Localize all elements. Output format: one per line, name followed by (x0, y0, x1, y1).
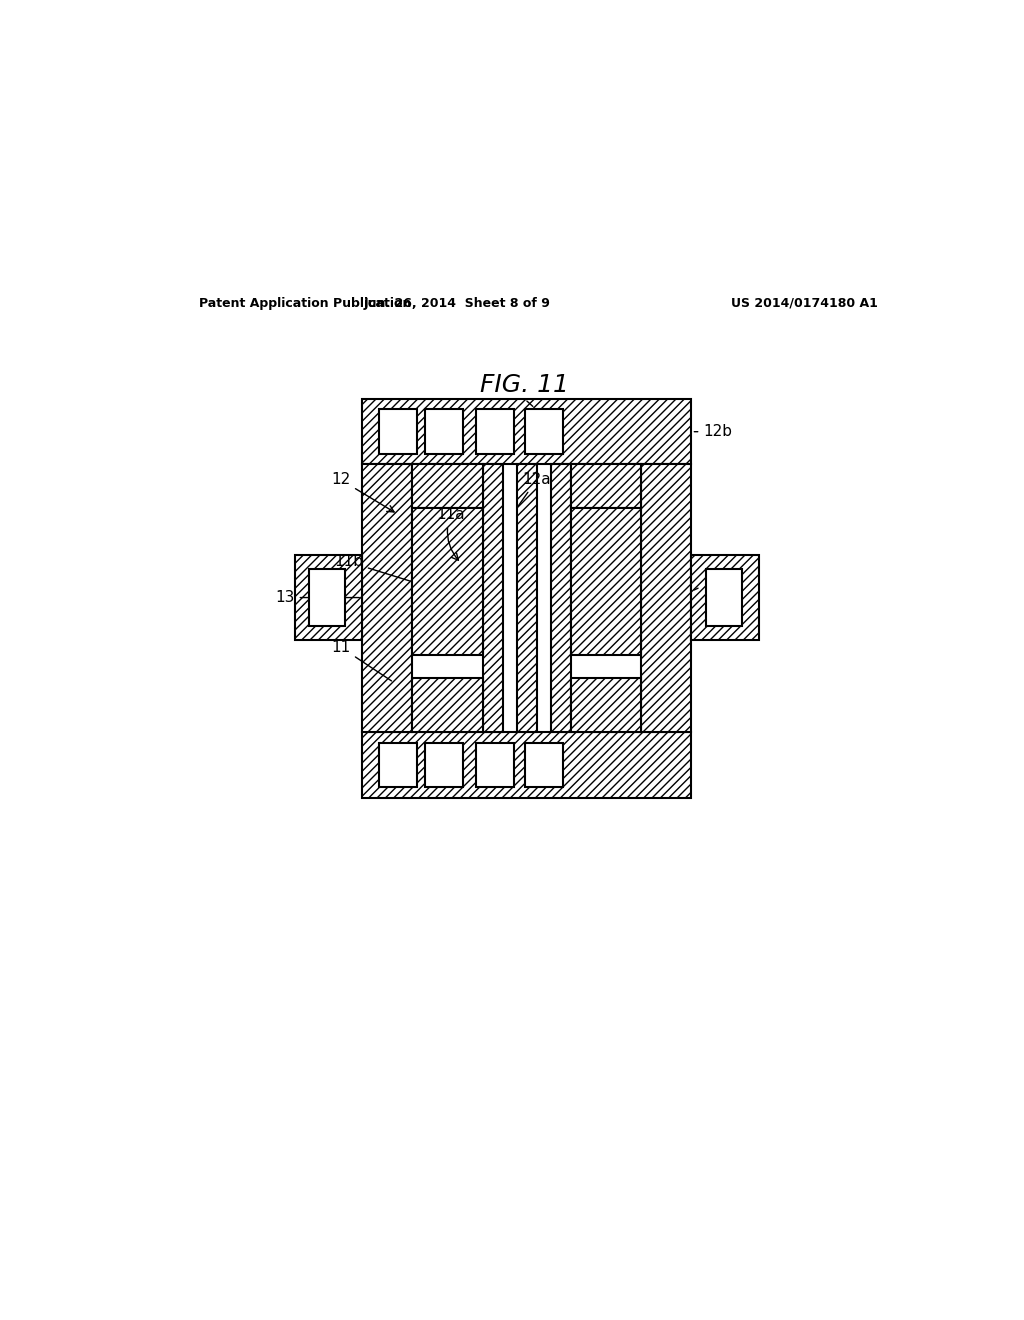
Text: 12: 12 (331, 473, 394, 512)
Text: 11b: 11b (334, 554, 410, 581)
Bar (309, 569, 345, 626)
Bar (482, 465, 503, 731)
Text: 12a: 12a (518, 473, 551, 506)
Bar (517, 465, 537, 731)
Bar (570, 677, 641, 731)
Bar (412, 677, 482, 731)
Bar (551, 465, 570, 731)
Text: 20: 20 (527, 401, 556, 426)
Bar (475, 743, 514, 787)
Bar (524, 409, 563, 454)
Text: FIG. 11: FIG. 11 (480, 372, 569, 397)
Bar (517, 465, 537, 731)
Bar (475, 409, 514, 454)
Bar (551, 465, 570, 731)
Bar (412, 508, 482, 655)
Bar (691, 554, 759, 640)
Bar (570, 465, 641, 508)
Bar (570, 465, 641, 508)
Bar (412, 465, 482, 508)
Bar (362, 399, 691, 465)
Text: 11a: 11a (436, 507, 465, 560)
Bar (425, 409, 463, 454)
Bar (362, 733, 691, 797)
Bar (295, 554, 362, 640)
Bar (524, 743, 563, 787)
Bar (425, 743, 463, 787)
Bar (691, 554, 759, 640)
Text: 13: 13 (275, 590, 359, 605)
Bar (379, 409, 417, 454)
Bar (641, 465, 691, 731)
Bar (570, 508, 641, 655)
Text: 12b: 12b (694, 424, 732, 440)
Bar (362, 733, 691, 797)
Bar (362, 465, 412, 731)
Text: Jun. 26, 2014  Sheet 8 of 9: Jun. 26, 2014 Sheet 8 of 9 (364, 297, 551, 310)
Text: 12c: 12c (694, 572, 731, 590)
Bar (412, 677, 482, 731)
Bar (295, 554, 362, 640)
Bar (641, 465, 691, 731)
Text: US 2014/0174180 A1: US 2014/0174180 A1 (731, 297, 878, 310)
Bar (706, 569, 742, 626)
Bar (570, 508, 641, 655)
Bar (570, 677, 641, 731)
Bar (362, 399, 691, 465)
Bar (412, 465, 482, 508)
Text: 11: 11 (331, 640, 391, 681)
Text: Patent Application Publication: Patent Application Publication (200, 297, 412, 310)
Bar (379, 743, 417, 787)
Bar (362, 465, 412, 731)
Bar (412, 508, 482, 655)
Bar (482, 465, 503, 731)
